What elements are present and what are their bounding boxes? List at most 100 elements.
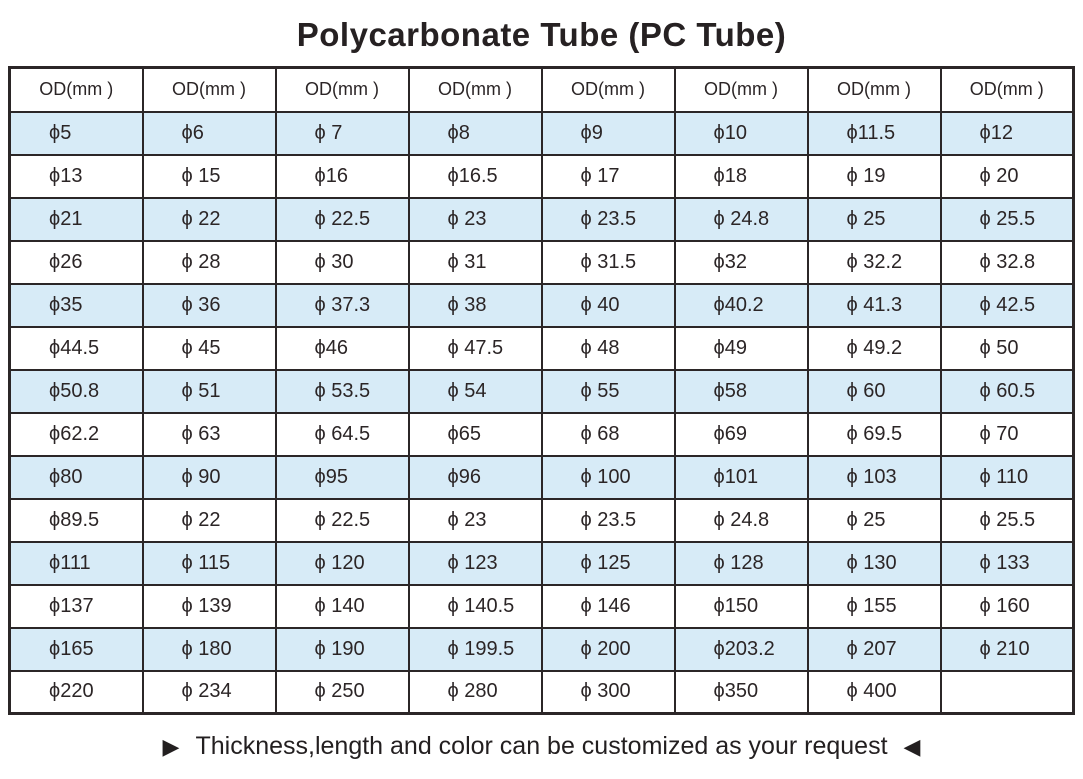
od-cell: ϕ 63 (141, 411, 277, 457)
od-cell: ϕ 41.3 (806, 282, 942, 328)
od-cell: ϕ6 (141, 110, 277, 156)
column-header: OD(mm ) (673, 66, 809, 113)
table-row: ϕ89.5 ϕ 22 ϕ 22.5 ϕ 23 ϕ 23.5 ϕ 24.8 ϕ 2… (8, 497, 1075, 543)
od-cell: ϕ 7 (274, 110, 410, 156)
column-header: OD(mm ) (274, 66, 410, 113)
column-header: OD(mm ) (8, 66, 144, 113)
od-cell: ϕ 250 (274, 669, 410, 715)
od-cell: ϕ 90 (141, 454, 277, 500)
od-cell: ϕ11.5 (806, 110, 942, 156)
od-cell: ϕ 123 (407, 540, 543, 586)
table-row: ϕ80 ϕ 90 ϕ95 ϕ96 ϕ 100 ϕ101 ϕ 103 ϕ 110 (8, 454, 1075, 500)
od-cell: ϕ 400 (806, 669, 942, 715)
od-cell: ϕ 15 (141, 153, 277, 199)
od-cell: ϕ 100 (540, 454, 676, 500)
od-cell: ϕ 54 (407, 368, 543, 414)
od-cell: ϕ 48 (540, 325, 676, 371)
table-row: ϕ5 ϕ6 ϕ 7 ϕ8 ϕ9 ϕ10 ϕ11.5 ϕ12 (8, 110, 1075, 156)
table-row: ϕ35 ϕ 36 ϕ 37.3 ϕ 38 ϕ 40 ϕ40.2 ϕ 41.3 ϕ… (8, 282, 1075, 328)
od-cell: ϕ 45 (141, 325, 277, 371)
od-cell: ϕ49 (673, 325, 809, 371)
od-cell: ϕ18 (673, 153, 809, 199)
od-cell: ϕ 50 (939, 325, 1075, 371)
od-cell: ϕ 25.5 (939, 497, 1075, 543)
od-cell: ϕ 200 (540, 626, 676, 672)
column-header: OD(mm ) (806, 66, 942, 113)
od-cell: ϕ5 (8, 110, 144, 156)
od-cell: ϕ 25 (806, 196, 942, 242)
table-row: ϕ13 ϕ 15 ϕ16 ϕ16.5 ϕ 17 ϕ18 ϕ 19 ϕ 20 (8, 153, 1075, 199)
od-cell: ϕ 60.5 (939, 368, 1075, 414)
od-table: OD(mm ) OD(mm ) OD(mm ) OD(mm ) OD(mm ) … (8, 66, 1075, 715)
od-cell: ϕ 207 (806, 626, 942, 672)
table-row: ϕ50.8 ϕ 51 ϕ 53.5 ϕ 54 ϕ 55 ϕ58 ϕ 60 ϕ 6… (8, 368, 1075, 414)
table-row: ϕ165 ϕ 180 ϕ 190 ϕ 199.5 ϕ 200 ϕ203.2 ϕ … (8, 626, 1075, 672)
header-row: OD(mm ) OD(mm ) OD(mm ) OD(mm ) OD(mm ) … (8, 66, 1075, 113)
od-cell: ϕ 22 (141, 196, 277, 242)
od-cell: ϕ50.8 (8, 368, 144, 414)
od-cell: ϕ96 (407, 454, 543, 500)
od-cell: ϕ220 (8, 669, 144, 715)
od-cell: ϕ95 (274, 454, 410, 500)
od-cell: ϕ 23 (407, 497, 543, 543)
od-cell: ϕ165 (8, 626, 144, 672)
od-cell: ϕ 23.5 (540, 196, 676, 242)
table-row: ϕ26 ϕ 28 ϕ 30 ϕ 31 ϕ 31.5 ϕ32 ϕ 32.2 ϕ 3… (8, 239, 1075, 285)
od-cell: ϕ 234 (141, 669, 277, 715)
od-cell: ϕ 31.5 (540, 239, 676, 285)
od-cell: ϕ 38 (407, 282, 543, 328)
od-cell: ϕ 30 (274, 239, 410, 285)
od-cell: ϕ16.5 (407, 153, 543, 199)
od-cell: ϕ 300 (540, 669, 676, 715)
table-row: ϕ44.5 ϕ 45 ϕ46 ϕ 47.5 ϕ 48 ϕ49 ϕ 49.2 ϕ … (8, 325, 1075, 371)
right-triangle-icon: ▶ (162, 733, 180, 759)
od-cell: ϕ 24.8 (673, 196, 809, 242)
od-cell: ϕ21 (8, 196, 144, 242)
od-cell: ϕ 125 (540, 540, 676, 586)
od-cell: ϕ 40 (540, 282, 676, 328)
page-title: Polycarbonate Tube (PC Tube) (296, 16, 787, 53)
od-cell: ϕ 37.3 (274, 282, 410, 328)
od-cell: ϕ 139 (141, 583, 277, 629)
od-cell: ϕ 64.5 (274, 411, 410, 457)
od-cell: ϕ 32.8 (939, 239, 1075, 285)
od-cell: ϕ 160 (939, 583, 1075, 629)
od-cell: ϕ 19 (806, 153, 942, 199)
od-cell: ϕ111 (8, 540, 144, 586)
od-cell: ϕ 20 (939, 153, 1075, 199)
od-cell: ϕ8 (407, 110, 543, 156)
od-cell: ϕ58 (673, 368, 809, 414)
od-cell: ϕ203.2 (673, 626, 809, 672)
table-row: ϕ220 ϕ 234 ϕ 250 ϕ 280 ϕ 300 ϕ350 ϕ 400 (8, 669, 1075, 715)
od-cell: ϕ 280 (407, 669, 543, 715)
od-cell: ϕ80 (8, 454, 144, 500)
od-cell: ϕ 31 (407, 239, 543, 285)
od-cell: ϕ 32.2 (806, 239, 942, 285)
od-cell: ϕ40.2 (673, 282, 809, 328)
column-header: OD(mm ) (407, 66, 543, 113)
od-cell: ϕ32 (673, 239, 809, 285)
od-cell: ϕ9 (540, 110, 676, 156)
od-cell: ϕ 155 (806, 583, 942, 629)
od-cell: ϕ 24.8 (673, 497, 809, 543)
od-cell: ϕ 128 (673, 540, 809, 586)
od-cell: ϕ26 (8, 239, 144, 285)
od-cell: ϕ 180 (141, 626, 277, 672)
od-cell: ϕ 42.5 (939, 282, 1075, 328)
od-cell: ϕ 146 (540, 583, 676, 629)
column-header: OD(mm ) (939, 66, 1075, 113)
od-cell: ϕ 190 (274, 626, 410, 672)
column-header: OD(mm ) (141, 66, 277, 113)
table-row: ϕ111 ϕ 115 ϕ 120 ϕ 123 ϕ 125 ϕ 128 ϕ 130… (8, 540, 1075, 586)
od-cell: ϕ10 (673, 110, 809, 156)
od-cell: ϕ350 (673, 669, 809, 715)
column-header: OD(mm ) (540, 66, 676, 113)
od-cell: ϕ 133 (939, 540, 1075, 586)
od-cell: ϕ 140.5 (407, 583, 543, 629)
od-cell: ϕ35 (8, 282, 144, 328)
od-cell: ϕ101 (673, 454, 809, 500)
od-cell: ϕ 130 (806, 540, 942, 586)
od-cell: ϕ 17 (540, 153, 676, 199)
footer-note: ▶ Thickness,length and color can be cust… (0, 732, 1083, 761)
